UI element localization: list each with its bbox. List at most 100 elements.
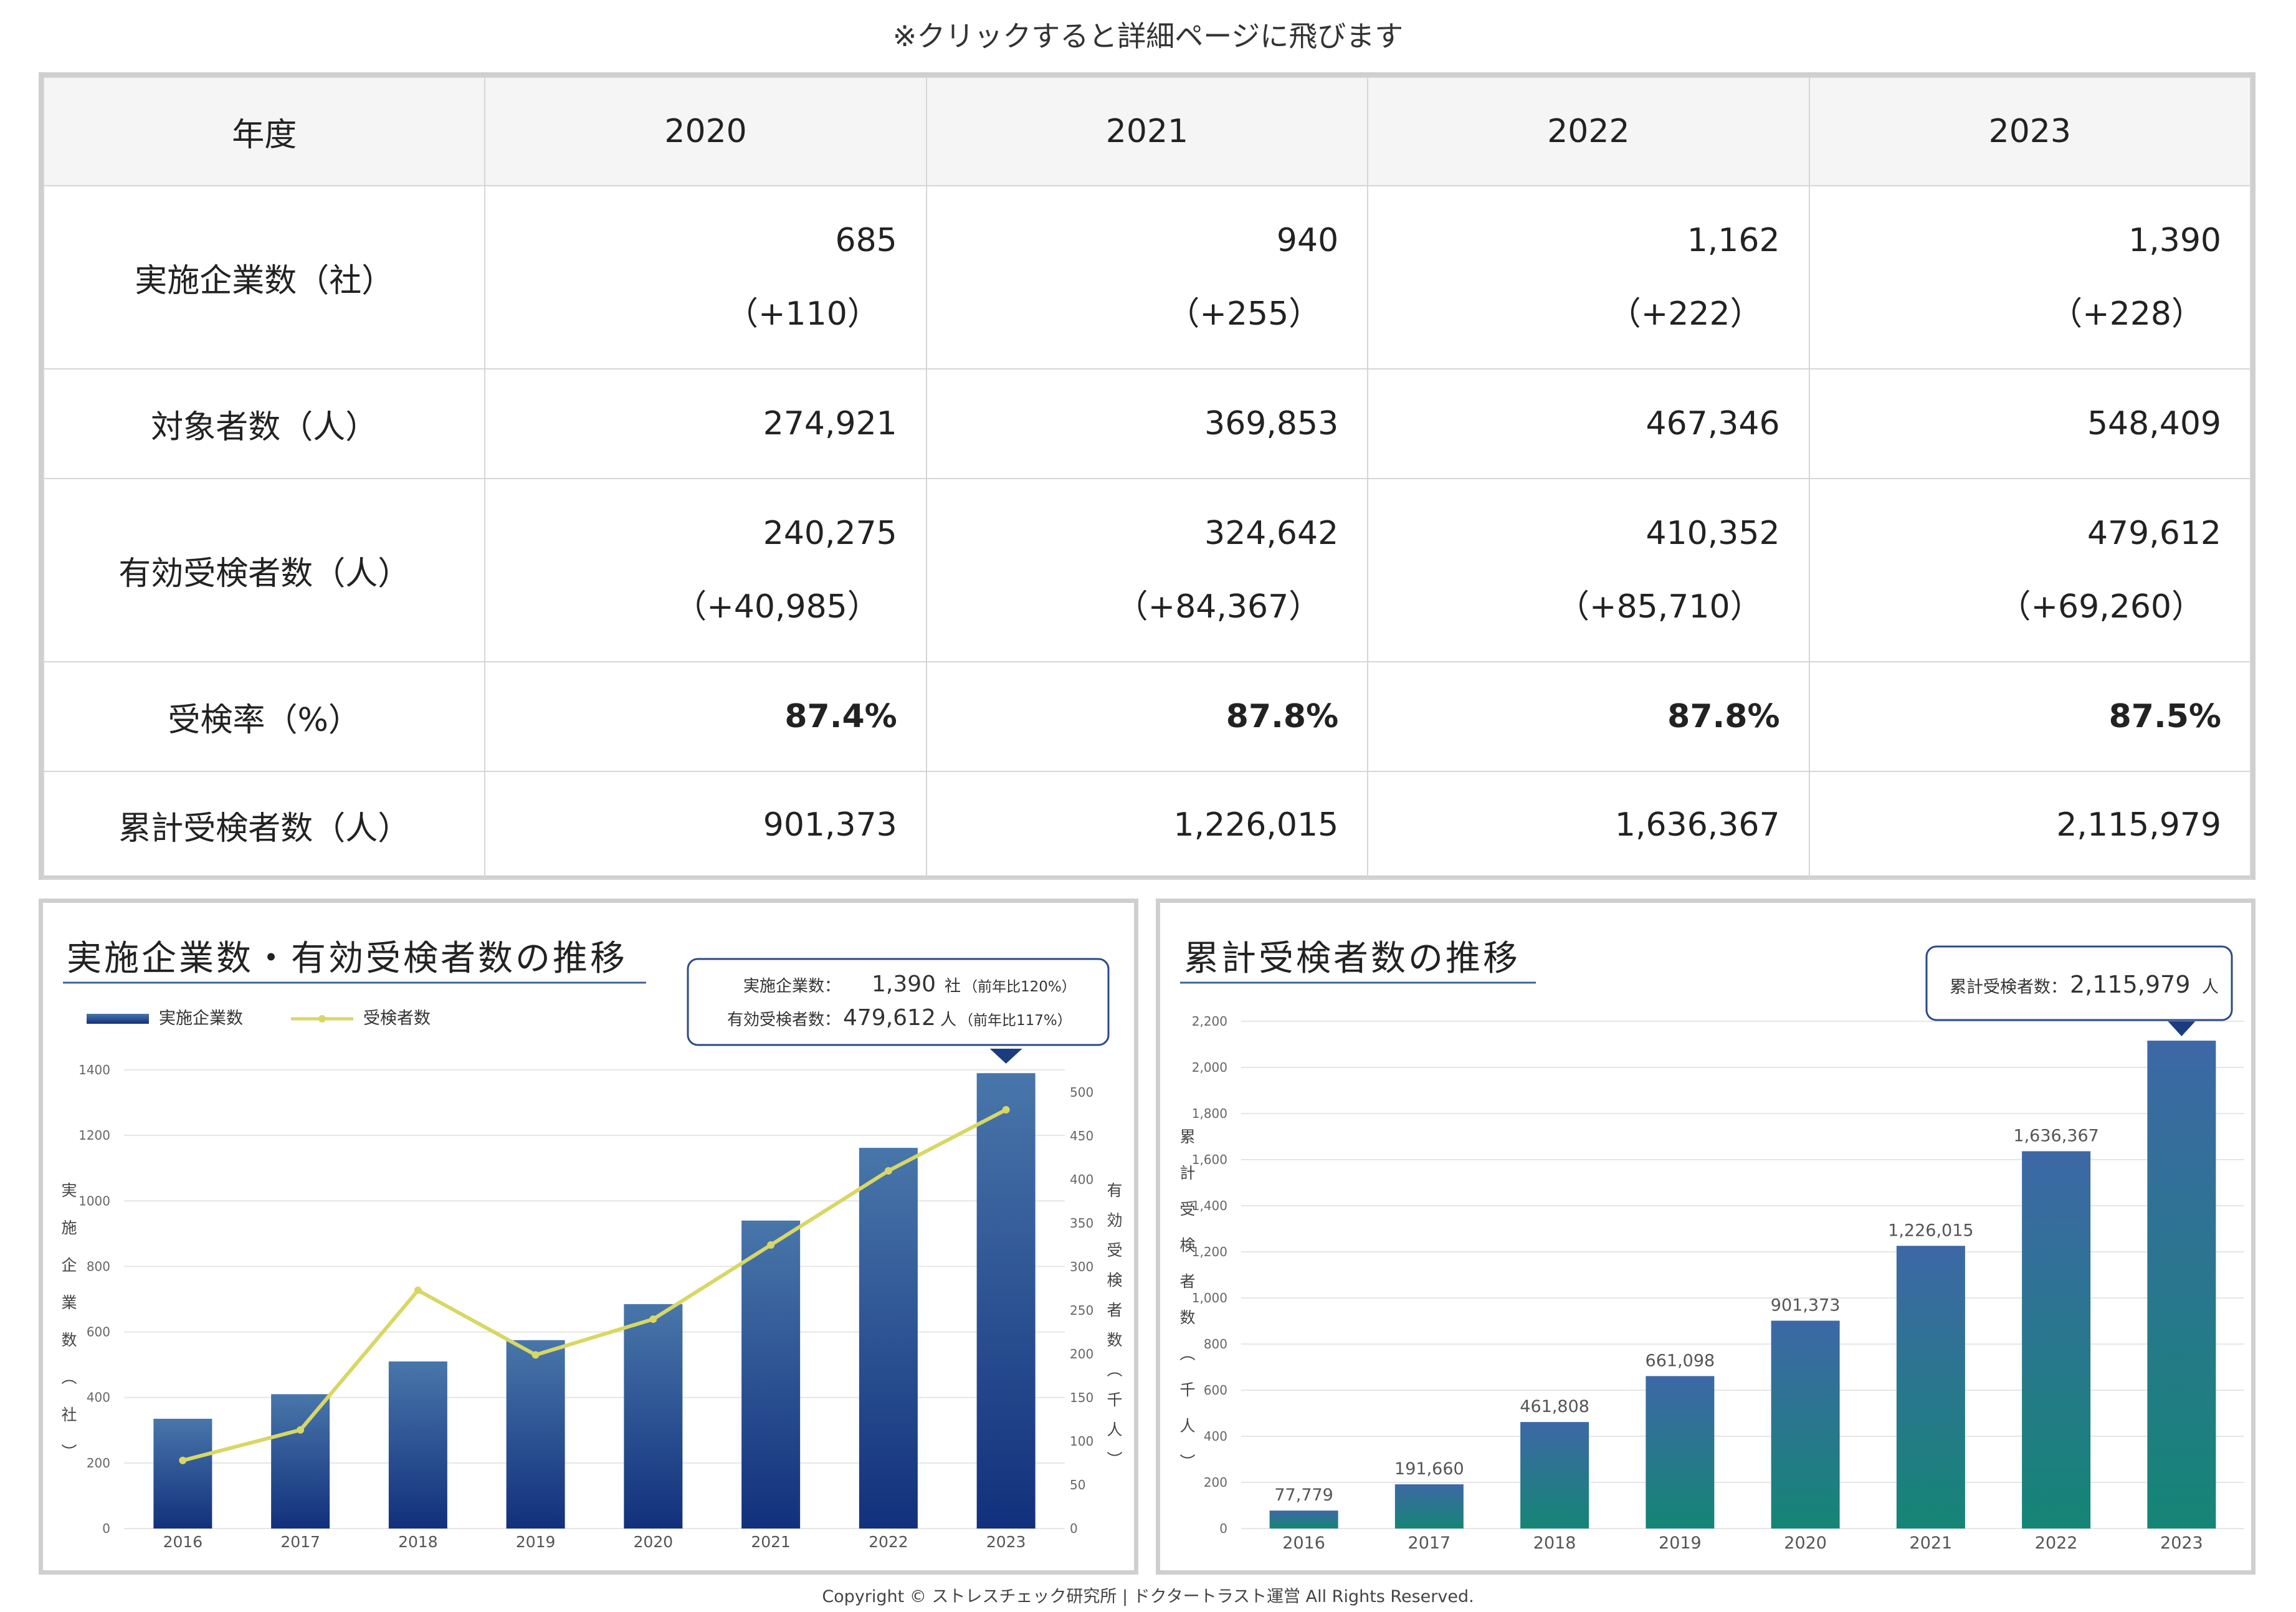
data-label: 77,779	[1274, 1486, 1333, 1505]
table-row[interactable]: 対象者数（人） 274,921 369,853 467,346 548,409	[42, 368, 2252, 479]
table-cell: 1,636,367	[1367, 771, 1810, 879]
y-tick-right: 500	[1070, 1085, 1093, 1100]
row-label-companies: 実施企業数（社）	[42, 185, 486, 370]
data-label: 661,098	[1646, 1351, 1715, 1370]
table-row[interactable]: 受検率（%） 87.4% 87.8% 87.8% 87.5%	[42, 661, 2252, 772]
chart-panel-companies[interactable]: 実施企業数・有効受検者数の推移 実施企業数 受検者数 0 200 400 600 800 100…	[39, 899, 1138, 1575]
bar-companies	[859, 1148, 918, 1529]
data-label: 191,660	[1394, 1459, 1464, 1479]
line-point	[297, 1426, 305, 1434]
y-tick: 400	[1204, 1429, 1227, 1444]
table-cell: 87.8%	[925, 661, 1369, 772]
table-cell: 901,373	[484, 771, 927, 879]
bar-companies	[624, 1304, 683, 1529]
y-axis-label: 検	[1179, 1236, 1195, 1254]
callout-line2-value: 479,612	[843, 1005, 936, 1031]
line-point	[884, 1167, 892, 1175]
callout-label: 累計受検者数：	[1950, 978, 2067, 997]
header-2022[interactable]: 2022	[1367, 77, 1810, 186]
y-tick-right: 250	[1070, 1303, 1093, 1318]
y-axis-label-left: 施	[61, 1219, 77, 1237]
table-row[interactable]: 有効受検者数（人） 240,275 （+40,985） 324,642 （+84,3…	[42, 478, 2252, 662]
table-cell: 1,390 （+228）	[1808, 185, 2252, 370]
table-cell: 369,853	[925, 368, 1369, 479]
y-tick-left: 1200	[79, 1128, 110, 1143]
y-tick-right: 300	[1070, 1259, 1093, 1274]
y-axis-label-right: 千	[1107, 1391, 1122, 1409]
y-axis-label-right: 効	[1107, 1211, 1122, 1229]
x-tick-label: 2017	[1408, 1533, 1451, 1553]
y-tick-right: 50	[1070, 1477, 1085, 1492]
y-axis-label: ︶	[1179, 1453, 1195, 1471]
callout-line2-note: （前年比117%）	[959, 1013, 1072, 1029]
callout-line2-unit: 人	[940, 1011, 956, 1029]
y-axis-label-right: ︵	[1107, 1361, 1122, 1379]
table-row[interactable]: 累計受検者数（人） 901,373 1,226,015 1,636,367 2,…	[42, 771, 2252, 879]
y-axis-label-right: 人	[1107, 1421, 1122, 1439]
y-tick: 2,000	[1192, 1060, 1227, 1075]
y-tick: 200	[1204, 1475, 1227, 1490]
y-axis-label-left: ︵	[61, 1368, 77, 1386]
y-tick-left: 0	[102, 1521, 110, 1536]
y-axis-label-left: ︶	[61, 1443, 77, 1461]
y-axis-label-right: 受	[1107, 1241, 1122, 1259]
y-axis-label: 計	[1179, 1164, 1195, 1182]
legend-bar-label: 実施企業数	[159, 1009, 243, 1028]
line-examinees	[182, 1108, 1007, 1462]
callout-line1-unit: 社	[945, 977, 961, 996]
header-2023[interactable]: 2023	[1808, 77, 2252, 186]
chart-panel-cumulative[interactable]: 累計受検者数の推移 0 200 400 600 800 1,000 1,200 1,400 1,6…	[1156, 899, 2256, 1575]
row-label-rate: 受検率（%）	[42, 661, 486, 772]
line-point	[1002, 1106, 1010, 1114]
x-tick-label: 2018	[398, 1533, 438, 1551]
y-tick-left: 200	[87, 1456, 110, 1471]
line-point	[767, 1241, 775, 1249]
y-tick-right: 100	[1070, 1434, 1093, 1449]
y-tick: 1,800	[1192, 1106, 1227, 1121]
data-label: 461,808	[1520, 1397, 1589, 1416]
callout-pointer	[2168, 1021, 2196, 1036]
y-axis-label: 受	[1179, 1200, 1195, 1218]
y-axis-label: 数	[1179, 1309, 1195, 1327]
bar-companies	[741, 1220, 801, 1529]
bar-cumulative	[1896, 1246, 1965, 1529]
y-axis-label-right: 検	[1107, 1271, 1122, 1289]
table-cell: 548,409	[1808, 368, 2252, 479]
legend-line-label: 受検者数	[363, 1009, 431, 1028]
table-cell: 467,346	[1367, 368, 1810, 479]
line-point	[531, 1351, 540, 1359]
y-tick: 1,600	[1192, 1152, 1227, 1167]
x-tick-label: 2022	[869, 1533, 908, 1551]
table-row[interactable]: 実施企業数（社） 685 （+110） 940 （+255） 1,162 （+222）…	[42, 185, 2252, 370]
table-cell: 87.8%	[1367, 661, 1810, 772]
cumulative-examinees-chart: 累計受検者数の推移 0 200 400 600 800 1,000 1,200 1,400 1,6…	[1179, 938, 2244, 1553]
chart-title: 累計受検者数の推移	[1184, 938, 1520, 979]
y-axis-label-right: 者	[1107, 1301, 1122, 1319]
y-axis-label: 累	[1179, 1128, 1195, 1146]
chart-title: 実施企業数・有効受検者数の推移	[67, 938, 627, 979]
summary-table[interactable]: 年度 2020 2021 2022 2023 実施企業数（社） 685 （+110…	[39, 72, 2256, 880]
x-tick-label: 2023	[2160, 1533, 2203, 1553]
x-tick-label: 2021	[751, 1533, 791, 1551]
y-tick: 1,000	[1192, 1290, 1227, 1305]
bar-cumulative	[2022, 1151, 2091, 1529]
y-tick: 800	[1204, 1337, 1227, 1352]
table-cell: 940 （+255）	[925, 185, 1369, 370]
table-cell: 274,921	[484, 368, 927, 479]
y-tick-left: 1000	[79, 1193, 110, 1208]
y-tick-left: 400	[87, 1390, 110, 1405]
legend-line-marker	[318, 1015, 326, 1023]
y-tick: 2,200	[1192, 1014, 1227, 1029]
x-tick-label: 2018	[1533, 1533, 1576, 1553]
header-2020[interactable]: 2020	[484, 77, 927, 186]
bar-cumulative	[2147, 1041, 2216, 1529]
table-cell: 87.4%	[484, 661, 927, 772]
header-year-label: 年度	[42, 77, 486, 186]
x-tick-label: 2022	[2035, 1533, 2078, 1553]
header-2021[interactable]: 2021	[925, 77, 1369, 186]
table-cell: 87.5%	[1808, 661, 2252, 772]
callout-unit: 人	[2202, 978, 2219, 997]
table-cell: 479,612 （+69,260）	[1808, 478, 2252, 662]
data-label: 1,226,015	[1888, 1221, 1973, 1240]
